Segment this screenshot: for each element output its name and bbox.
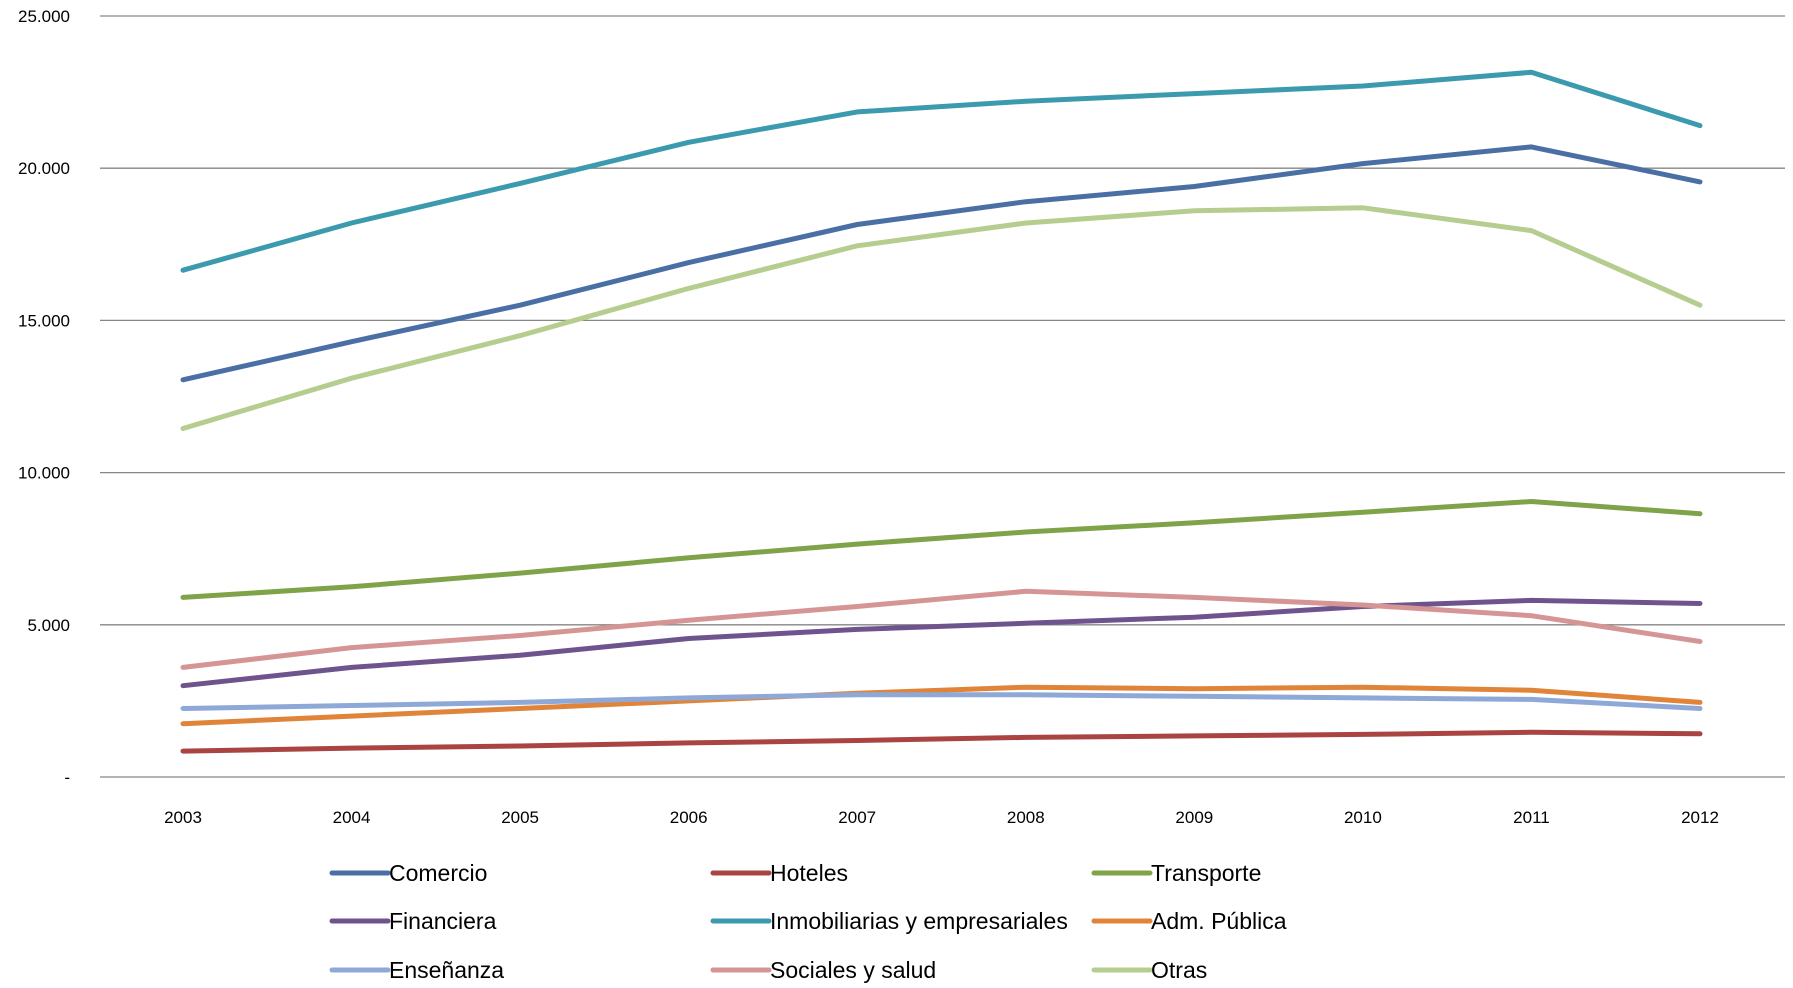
legend-label: Comercio	[389, 860, 487, 886]
y-axis-tick-labels: - 5.000 10.000 15.000 20.000 25.000	[18, 7, 70, 787]
series-line-8	[180, 205, 1703, 431]
legend-label: Adm. Pública	[1151, 908, 1287, 934]
x-tick-label: 2009	[1175, 808, 1213, 827]
series-lines	[180, 69, 1703, 754]
y-tick-label: 5.000	[27, 616, 70, 635]
legend-label: Hoteles	[770, 860, 848, 886]
x-tick-label: 2012	[1681, 808, 1719, 827]
series-line-0	[180, 144, 1703, 383]
y-tick-label: 10.000	[18, 464, 70, 483]
legend-label: Inmobiliarias y empresariales	[770, 908, 1068, 934]
series-line-2	[180, 499, 1703, 600]
legend-label: Enseñanza	[389, 957, 504, 983]
x-tick-label: 2011	[1513, 808, 1550, 827]
y-tick-label: 20.000	[18, 159, 70, 178]
x-tick-label: 2006	[670, 808, 708, 827]
legend-label: Otras	[1151, 957, 1207, 983]
x-tick-label: 2008	[1007, 808, 1045, 827]
x-tick-label: 2010	[1344, 808, 1382, 827]
legend-label: Transporte	[1151, 860, 1261, 886]
legend-label: Sociales y salud	[770, 957, 936, 983]
series-line-1	[180, 729, 1703, 754]
x-tick-label: 2004	[333, 808, 371, 827]
gridlines	[100, 15, 1785, 778]
y-tick-label: -	[64, 768, 70, 787]
series-line-6	[180, 692, 1703, 711]
series-line-5	[180, 684, 1703, 727]
series-line-4	[180, 69, 1703, 273]
series-line-3	[180, 597, 1703, 689]
y-tick-label: 25.000	[18, 7, 70, 26]
y-tick-label: 15.000	[18, 311, 70, 330]
x-axis-tick-labels: 2003 2004 2005 2006 2007 2008 2009 2010 2011 2012	[164, 808, 1719, 827]
x-tick-label: 2005	[501, 808, 539, 827]
series-line-7	[180, 588, 1703, 670]
x-tick-label: 2003	[164, 808, 202, 827]
legend: Comercio Hoteles Transporte Financiera Inmob…	[329, 860, 1287, 983]
legend-label: Financiera	[389, 908, 497, 934]
x-tick-label: 2007	[838, 808, 876, 827]
